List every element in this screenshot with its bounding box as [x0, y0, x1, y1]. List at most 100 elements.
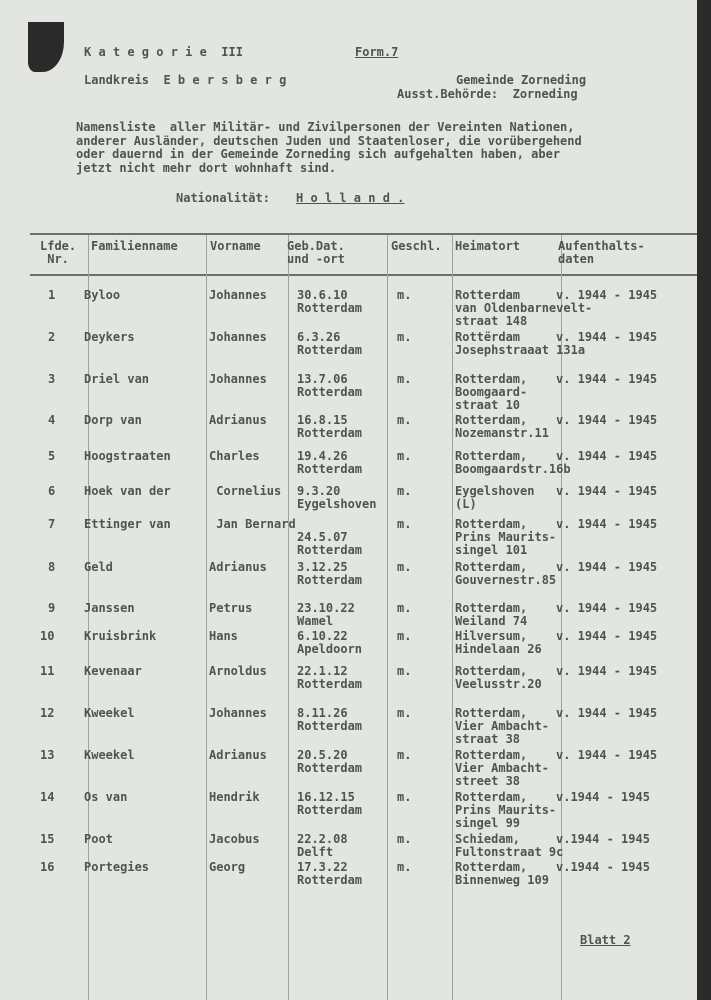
geb-datum-ort: 20.5.20 Rotterdam — [297, 748, 363, 775]
row-number: 7 — [48, 517, 56, 531]
vorname: Adrianus — [209, 560, 267, 574]
nationalitaet: H o l l a n d . — [296, 191, 405, 205]
familienname: Janssen — [84, 601, 135, 615]
vorname: Jacobus — [209, 832, 260, 846]
row-number: 6 — [48, 484, 56, 498]
col-header-vorname: Vorname — [210, 239, 261, 253]
column-divider — [206, 235, 207, 1000]
familienname: Deykers — [84, 330, 135, 344]
vorname: Johannes — [209, 288, 267, 302]
column-divider — [88, 235, 89, 1000]
geschlecht: m. — [397, 860, 412, 874]
row-number: 13 — [40, 748, 55, 762]
aufenthalt: v.1944 - 1945 — [556, 832, 650, 846]
blatt-number: Blatt 2 — [580, 933, 631, 947]
aufenthalt: v.1944 - 1945 — [556, 860, 650, 874]
heimatort: Hilversum, Hindelaan 26 — [455, 629, 542, 656]
familienname: Dorp van — [84, 413, 142, 427]
col-header-geb: Geb.Dat. und -ort — [287, 239, 345, 266]
col-header-aufenthalt: Aufenthalts- daten — [558, 239, 645, 266]
heimatort: Rotterdam, Veelusstr.20 — [455, 664, 542, 691]
intro-text: Namensliste aller Militär- und Zivilpers… — [76, 120, 582, 175]
heimatort: Eygelshoven (L) — [455, 484, 535, 511]
vorname: Petrus — [209, 601, 253, 615]
geb-datum-ort: 13.7.06 Rotterdam — [297, 372, 363, 399]
vorname: Charles — [209, 449, 260, 463]
aufenthalt: v. 1944 - 1945 — [556, 560, 658, 574]
geb-datum-ort: 16.12.15 Rotterdam — [297, 790, 363, 817]
familienname: Kweekel — [84, 748, 135, 762]
geschlecht: m. — [397, 748, 412, 762]
geb-datum-ort: 6.3.26 Rotterdam — [297, 330, 363, 357]
familienname: Poot — [84, 832, 113, 846]
heimatort: Rotterdam, Weiland 74 — [455, 601, 528, 628]
vorname: Adrianus — [209, 413, 267, 427]
col-header-nr: Lfde. Nr. — [40, 239, 77, 266]
vorname: Johannes — [209, 330, 267, 344]
familienname: Geld — [84, 560, 113, 574]
aufenthalt: v. 1944 - 1945 — [556, 484, 658, 498]
column-divider — [561, 235, 562, 1000]
geschlecht: m. — [397, 372, 412, 386]
familienname: Ettinger van — [84, 517, 171, 531]
table-header-rule — [30, 274, 697, 276]
vorname: Jan Bernard — [209, 517, 296, 531]
column-divider — [452, 235, 453, 1000]
table-top-rule — [30, 233, 697, 235]
geschlecht: m. — [397, 484, 412, 498]
aufenthalt: v. 1944 - 1945 — [556, 601, 658, 615]
col-header-geschl: Geschl. — [391, 239, 442, 253]
geschlecht: m. — [397, 449, 412, 463]
familienname: Os van — [84, 790, 128, 804]
aufenthalt: v. 1944 - 1945 — [556, 629, 658, 643]
geschlecht: m. — [397, 832, 412, 846]
geb-datum-ort: 3.12.25 Rotterdam — [297, 560, 363, 587]
geb-datum-ort: 8.11.26 Rotterdam — [297, 706, 363, 733]
aufenthalt: v. 1944 - 1945 — [556, 413, 658, 427]
row-number: 12 — [40, 706, 55, 720]
aufenthalt: v. 1944 - 1945 — [556, 288, 658, 302]
col-header-heimatort: Heimatort — [455, 239, 521, 253]
heimatort: Rotterdam van Oldenbarnevelt- straat 148 — [455, 288, 593, 328]
vorname: Johannes — [209, 372, 267, 386]
geschlecht: m. — [397, 706, 412, 720]
geb-datum-ort: 22.1.12 Rotterdam — [297, 664, 363, 691]
row-number: 2 — [48, 330, 56, 344]
geschlecht: m. — [397, 664, 412, 678]
aufenthalt: v. 1944 - 1945 — [556, 748, 658, 762]
heimatort: Rotterdam, Prins Maurits- singel 99 — [455, 790, 557, 830]
geschlecht: m. — [397, 330, 412, 344]
geb-datum-ort: 24.5.07 Rotterdam — [297, 530, 363, 557]
form-number: Form.7 — [355, 45, 399, 59]
vorname: Arnoldus — [209, 664, 267, 678]
heimatort: Rotterdam, Boomgaard- straat 10 — [455, 372, 528, 412]
geb-datum-ort: 23.10.22 Wamel — [297, 601, 355, 628]
heimatort: Rotterdam, Nozemanstr.11 — [455, 413, 549, 440]
row-number: 1 — [48, 288, 56, 302]
aufenthalt: v. 1944 - 1945 — [556, 517, 658, 531]
kategorie: K a t e g o r i e III — [84, 45, 243, 59]
vorname: Adrianus — [209, 748, 267, 762]
landkreis: Landkreis E b e r s b e r g — [84, 73, 287, 87]
geb-datum-ort: 19.4.26 Rotterdam — [297, 449, 363, 476]
vorname: Hendrik — [209, 790, 260, 804]
aufenthalt: v.1944 - 1945 — [556, 790, 650, 804]
row-number: 3 — [48, 372, 56, 386]
geb-datum-ort: 16.8.15 Rotterdam — [297, 413, 363, 440]
page-edge — [697, 0, 711, 1000]
geb-datum-ort: 22.2.08 Delft — [297, 832, 348, 859]
aufenthalt: v. 1944 - 1945 — [556, 330, 658, 344]
row-number: 8 — [48, 560, 56, 574]
ausstellende-behoerde: Ausst.Behörde: Zorneding — [397, 87, 578, 101]
vorname: Cornelius — [209, 484, 282, 498]
heimatort: Rotterdam, Vier Ambacht- street 38 — [455, 748, 549, 788]
heimatort: Rottërdam Josephstraaat 131a — [455, 330, 586, 357]
heimatort: Rotterdam, Prins Maurits- singel 101 — [455, 517, 557, 557]
row-number: 10 — [40, 629, 55, 643]
row-number: 15 — [40, 832, 55, 846]
familienname: Hoogstraaten — [84, 449, 171, 463]
heimatort: Schiedam, Fultonstraat 9c — [455, 832, 564, 859]
heimatort: Rotterdam, Gouvernestr.85 — [455, 560, 557, 587]
vorname: Georg — [209, 860, 246, 874]
